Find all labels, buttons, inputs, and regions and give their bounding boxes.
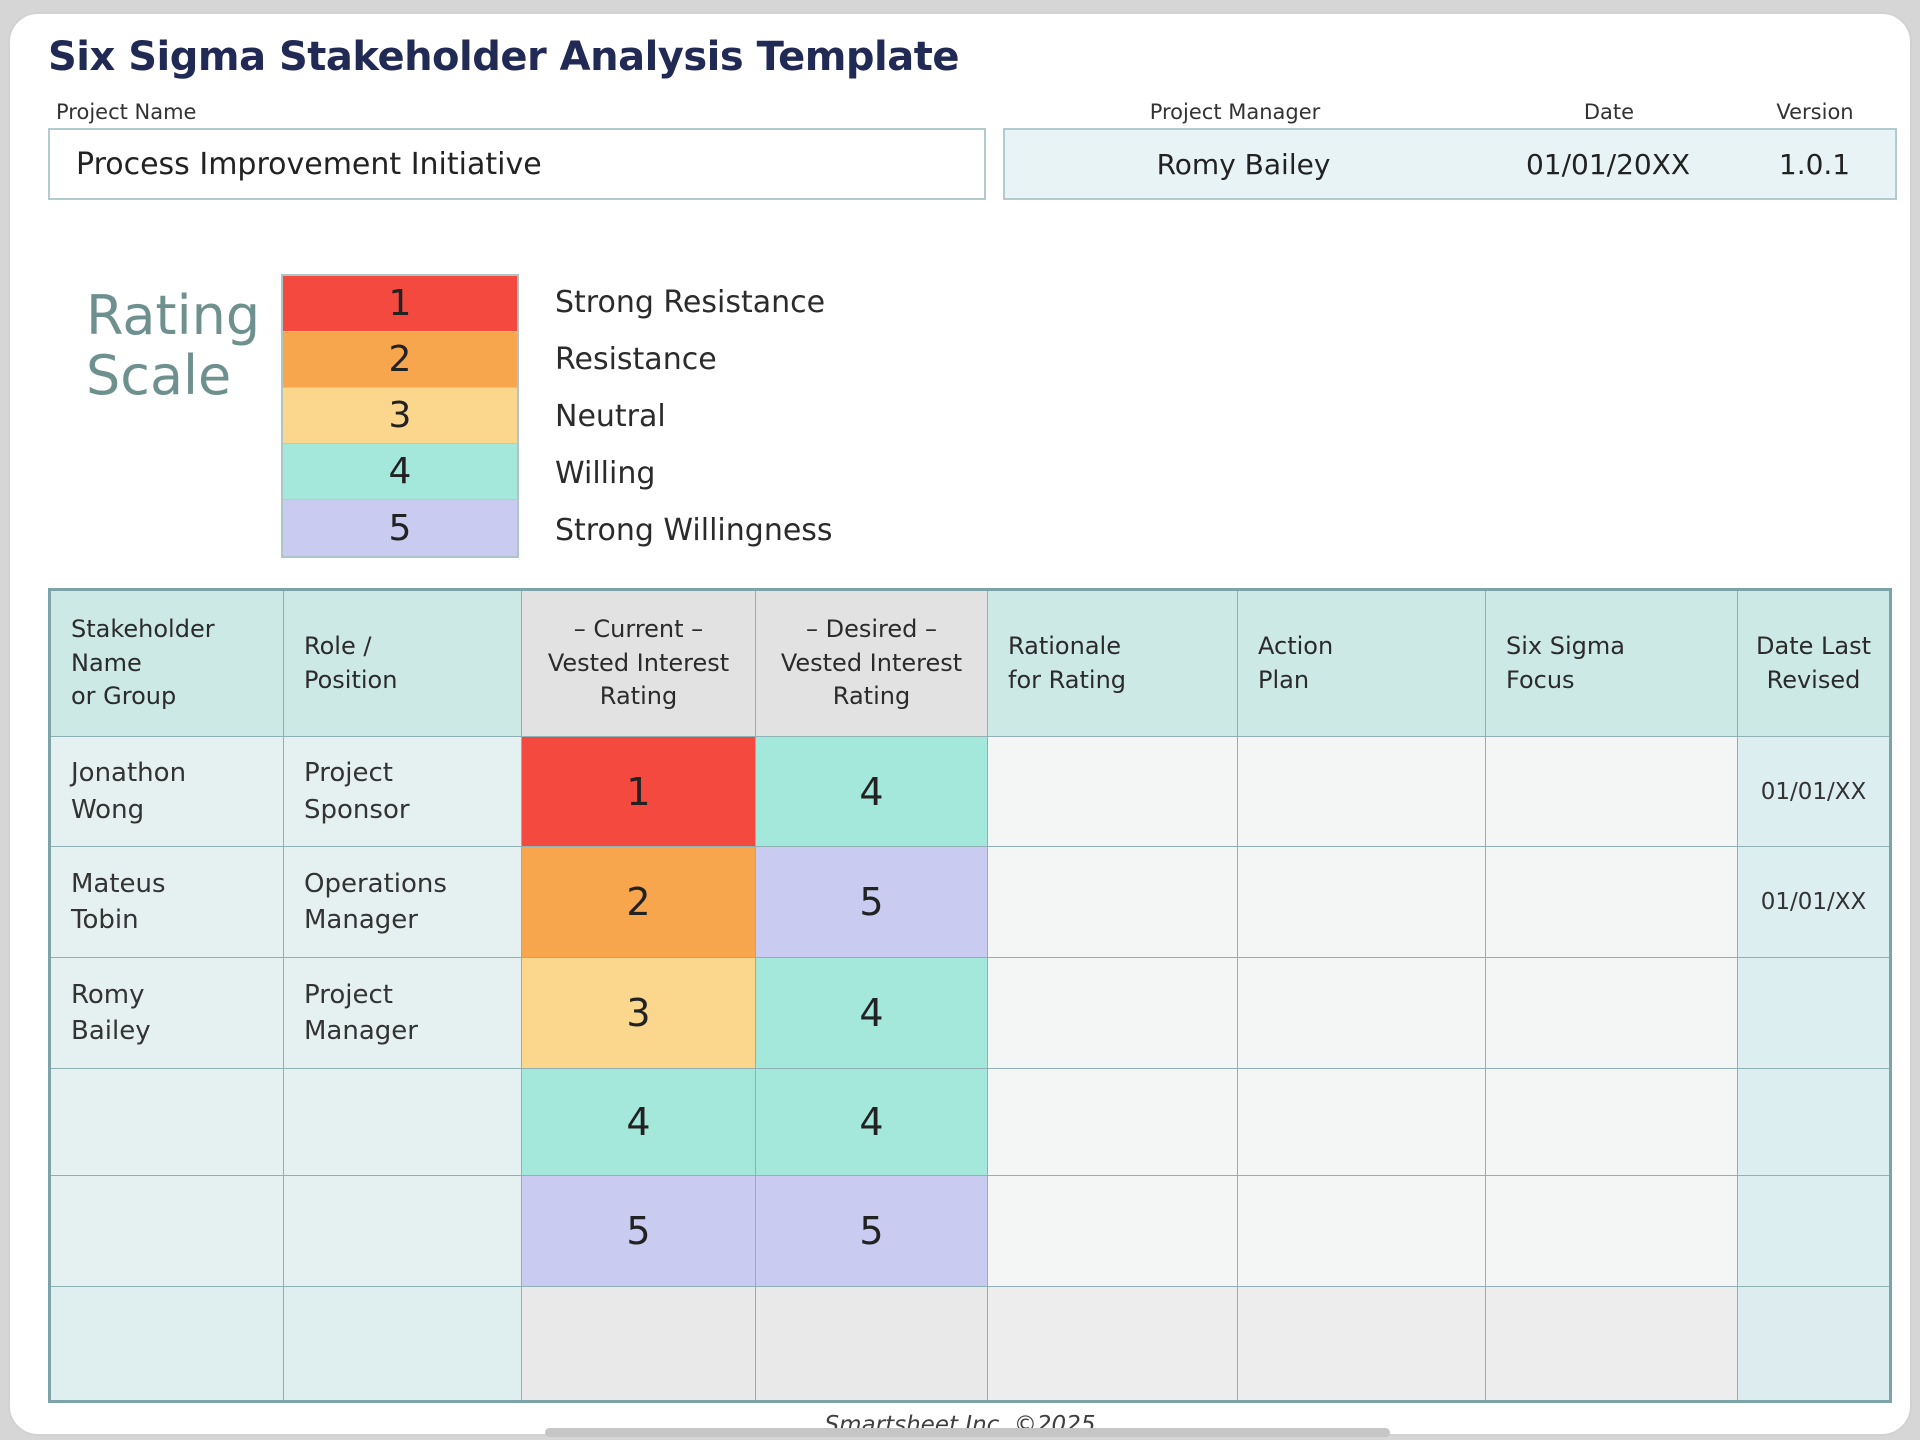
six-sigma-focus-cell[interactable] bbox=[1486, 1176, 1738, 1287]
rating-scale-box-1: 1 bbox=[283, 276, 517, 332]
project-name-field[interactable]: Process Improvement Initiative bbox=[48, 128, 986, 200]
date-last-revised-cell[interactable]: 01/01/XX bbox=[1738, 737, 1889, 847]
col-header-date-last-revised: Date Last Revised bbox=[1738, 591, 1889, 737]
col-header-six-sigma-focus: Six Sigma Focus bbox=[1486, 591, 1738, 737]
col-header-desired-rating: – Desired – Vested Interest Rating bbox=[756, 591, 988, 737]
col-header-rationale: Rationale for Rating bbox=[988, 591, 1238, 737]
desired-rating-cell[interactable]: 4 bbox=[756, 737, 988, 847]
action-plan-cell[interactable] bbox=[1238, 1287, 1486, 1400]
role-position-cell[interactable]: Project Sponsor bbox=[284, 737, 522, 847]
date-last-revised-cell[interactable]: 01/01/XX bbox=[1738, 847, 1889, 958]
version-field[interactable]: 1.0.1 bbox=[1734, 128, 1897, 200]
stakeholder-name-cell[interactable]: Romy Bailey bbox=[51, 958, 284, 1069]
date-field[interactable]: 01/01/20XX bbox=[1482, 128, 1736, 200]
rating-scale-labels: Strong Resistance Resistance Neutral Wil… bbox=[555, 274, 833, 559]
current-rating-cell[interactable]: 3 bbox=[522, 958, 756, 1069]
bottom-edge-bar bbox=[545, 1428, 1390, 1437]
six-sigma-focus-cell[interactable] bbox=[1486, 1069, 1738, 1176]
action-plan-cell[interactable] bbox=[1238, 737, 1486, 847]
six-sigma-focus-cell[interactable] bbox=[1486, 847, 1738, 958]
current-rating-cell[interactable]: 4 bbox=[522, 1069, 756, 1176]
stakeholder-name-cell[interactable]: Mateus Tobin bbox=[51, 847, 284, 958]
six-sigma-focus-cell[interactable] bbox=[1486, 1287, 1738, 1400]
stakeholder-name-cell[interactable] bbox=[51, 1069, 284, 1176]
desired-rating-cell[interactable] bbox=[756, 1287, 988, 1400]
rationale-cell[interactable] bbox=[988, 1176, 1238, 1287]
col-header-role-position: Role / Position bbox=[284, 591, 522, 737]
date-label: Date bbox=[1583, 100, 1635, 124]
action-plan-cell[interactable] bbox=[1238, 1069, 1486, 1176]
date-last-revised-cell[interactable] bbox=[1738, 1287, 1889, 1400]
stakeholder-name-cell[interactable] bbox=[51, 1176, 284, 1287]
col-header-current-rating: – Current – Vested Interest Rating bbox=[522, 591, 756, 737]
stakeholder-name-cell[interactable]: Jonathon Wong bbox=[51, 737, 284, 847]
rating-scale-label-4: Willing bbox=[555, 456, 656, 491]
stakeholder-name-cell[interactable] bbox=[51, 1287, 284, 1400]
rationale-cell[interactable] bbox=[988, 737, 1238, 847]
date-last-revised-cell[interactable] bbox=[1738, 1176, 1889, 1287]
role-position-cell[interactable] bbox=[284, 1069, 522, 1176]
page-title: Six Sigma Stakeholder Analysis Template bbox=[48, 34, 960, 80]
desired-rating-cell[interactable]: 4 bbox=[756, 958, 988, 1069]
current-rating-cell[interactable] bbox=[522, 1287, 756, 1400]
col-header-action-plan: Action Plan bbox=[1238, 591, 1486, 737]
template-card: Six Sigma Stakeholder Analysis Template … bbox=[8, 12, 1912, 1436]
current-rating-cell[interactable]: 2 bbox=[522, 847, 756, 958]
six-sigma-focus-cell[interactable] bbox=[1486, 958, 1738, 1069]
rating-scale-box-2: 2 bbox=[283, 332, 517, 388]
rating-scale-box-3: 3 bbox=[283, 388, 517, 444]
role-position-cell[interactable]: Operations Manager bbox=[284, 847, 522, 958]
action-plan-cell[interactable] bbox=[1238, 1176, 1486, 1287]
role-position-cell[interactable]: Project Manager bbox=[284, 958, 522, 1069]
role-position-cell[interactable] bbox=[284, 1176, 522, 1287]
date-last-revised-cell[interactable] bbox=[1738, 1069, 1889, 1176]
action-plan-cell[interactable] bbox=[1238, 847, 1486, 958]
desired-rating-cell[interactable]: 5 bbox=[756, 847, 988, 958]
rating-scale-label-3: Neutral bbox=[555, 399, 666, 434]
rating-scale-label-2: Resistance bbox=[555, 342, 717, 377]
desired-rating-cell[interactable]: 4 bbox=[756, 1069, 988, 1176]
action-plan-cell[interactable] bbox=[1238, 958, 1486, 1069]
project-name-label: Project Name bbox=[56, 100, 197, 124]
rating-scale-table: 1 2 3 4 5 bbox=[281, 274, 519, 558]
project-manager-field[interactable]: Romy Bailey bbox=[1003, 128, 1484, 200]
rationale-cell[interactable] bbox=[988, 1287, 1238, 1400]
date-last-revised-cell[interactable] bbox=[1738, 958, 1889, 1069]
rating-scale-heading: Rating Scale bbox=[86, 284, 261, 408]
rationale-cell[interactable] bbox=[988, 958, 1238, 1069]
rating-scale-box-5: 5 bbox=[283, 500, 517, 556]
project-manager-label: Project Manager bbox=[1149, 100, 1321, 124]
col-header-stakeholder-name: Stakeholder Name or Group bbox=[51, 591, 284, 737]
rationale-cell[interactable] bbox=[988, 847, 1238, 958]
stakeholder-table: Stakeholder Name or Group Role / Positio… bbox=[48, 588, 1892, 1403]
rationale-cell[interactable] bbox=[988, 1069, 1238, 1176]
version-label: Version bbox=[1776, 100, 1854, 124]
current-rating-cell[interactable]: 1 bbox=[522, 737, 756, 847]
desired-rating-cell[interactable]: 5 bbox=[756, 1176, 988, 1287]
rating-scale-box-4: 4 bbox=[283, 444, 517, 500]
six-sigma-focus-cell[interactable] bbox=[1486, 737, 1738, 847]
role-position-cell[interactable] bbox=[284, 1287, 522, 1400]
current-rating-cell[interactable]: 5 bbox=[522, 1176, 756, 1287]
rating-scale-label-1: Strong Resistance bbox=[555, 285, 826, 320]
rating-scale-label-5: Strong Willingness bbox=[555, 513, 833, 548]
